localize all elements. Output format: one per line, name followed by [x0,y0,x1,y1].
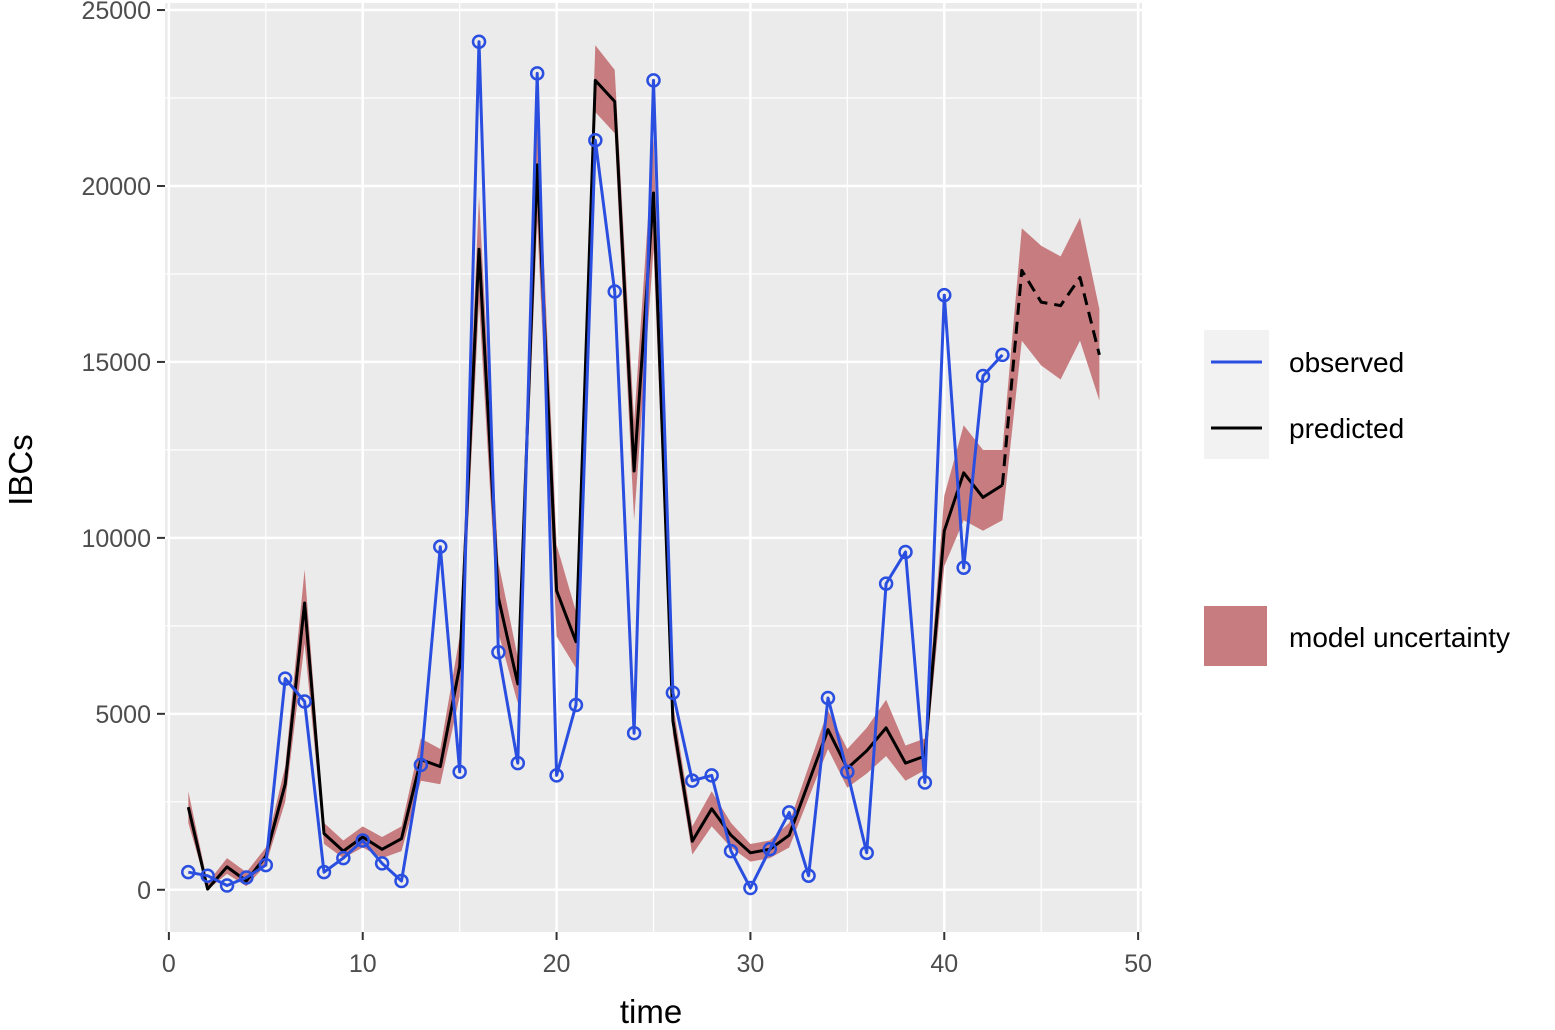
observed-point [568,697,584,713]
observed-point [452,764,467,780]
observed-point [685,773,700,788]
observed-point [626,725,642,741]
predicted-forecast-line [1000,268,1101,486]
observed-point [181,864,196,880]
x-tick-label: 30 [737,950,765,978]
legend-key-uncertainty [1204,606,1267,666]
legend-label-observed: observed [1289,347,1404,378]
observed-point [840,764,855,780]
observed-point [433,539,448,554]
observed-point [607,284,622,299]
predicted-line [186,78,1004,891]
observed-point [219,878,235,893]
legend: observed predicted model uncertainty [1204,330,1510,666]
observed-point [859,845,874,861]
axes: 0 10 20 30 40 50 0 5000 10000 15000 20000 25000 [81,0,1152,978]
observed-point [413,757,429,773]
legend-label-uncertainty: model uncertainty [1289,622,1510,653]
x-tick-label: 50 [1124,950,1152,978]
y-tick-label: 15000 [81,349,151,377]
observed-series [181,34,1010,896]
observed-point [549,768,564,783]
observed-point [258,857,274,873]
y-tick-label: 10000 [81,525,151,553]
observed-line [188,40,1004,890]
observed-point [336,850,351,866]
y-tick-label: 0 [137,877,151,905]
observed-point [995,347,1010,363]
observed-point [781,805,797,820]
observed-point [374,856,390,871]
observed-point [471,34,487,49]
observed-point [956,560,971,576]
observed-point [297,694,312,709]
observed-point [975,368,991,384]
observed-point [529,66,545,81]
y-tick-label: 20000 [81,173,151,201]
observed-point [355,833,370,848]
x-tick-label: 0 [162,950,176,978]
observed-point [665,685,681,700]
observed-point [394,873,409,889]
legend-label-predicted: predicted [1289,413,1404,444]
predicted-series [186,78,1101,891]
observed-point [917,775,933,790]
observed-point [723,843,739,859]
observed-point [277,671,293,686]
observed-point [316,864,332,880]
observed-point [200,868,215,883]
x-tick-label: 10 [349,950,377,978]
x-tick-label: 20 [543,950,571,978]
observed-point [646,73,661,88]
observed-point [937,287,952,303]
observed-point [820,690,836,706]
x-axis-title: time [620,993,682,1030]
observed-point [510,755,526,771]
x-tick-label: 40 [930,950,958,978]
observed-point [491,644,506,660]
observed-point [801,868,816,883]
y-axis-title: IBCs [2,434,39,506]
observed-point [743,880,758,896]
y-tick-label: 25000 [81,0,151,25]
observed-point [878,576,894,591]
observed-point [704,768,719,783]
observed-point [762,842,778,857]
y-tick-label: 5000 [95,701,151,729]
observed-point [239,870,254,885]
observed-point [898,544,913,560]
observed-point [588,132,603,148]
